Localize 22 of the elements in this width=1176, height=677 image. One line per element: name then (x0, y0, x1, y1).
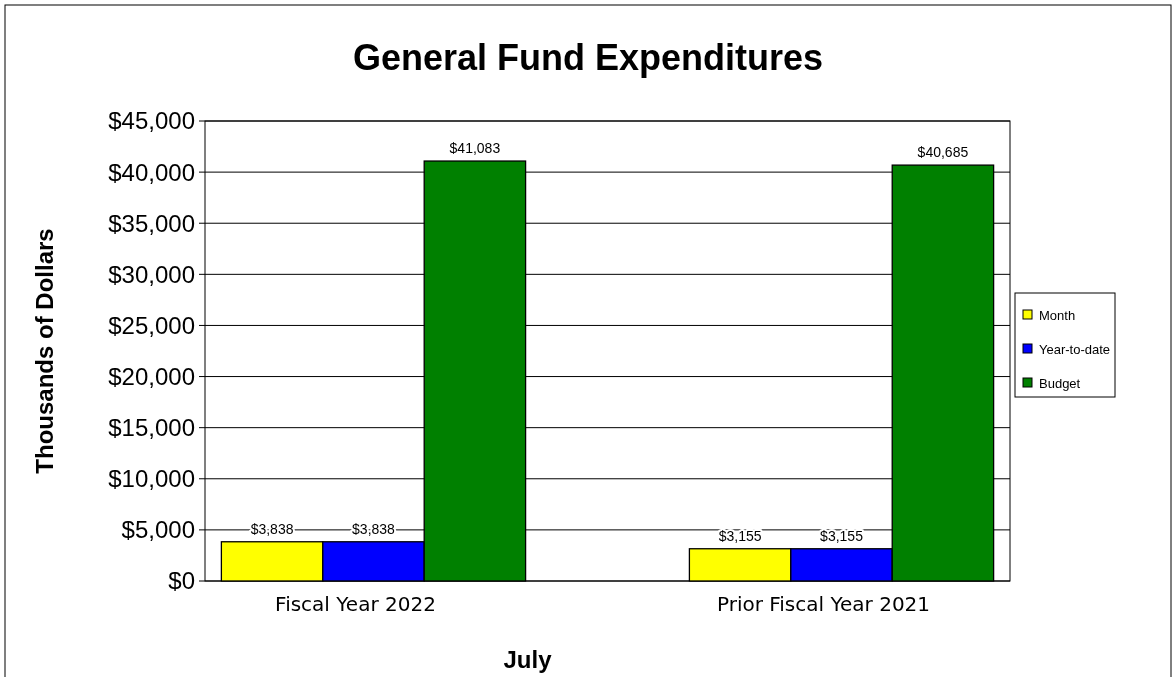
y-axis-title: Thousands of Dollars (31, 228, 58, 474)
legend-label: Year-to-date (1039, 341, 1111, 357)
y-tick-label: $10,000 (108, 465, 195, 493)
y-tick-label: $25,000 (108, 311, 195, 339)
y-tick-label: $15,000 (108, 414, 195, 442)
x-tick-label: Prior Fiscal Year 2021 (716, 592, 931, 616)
y-tick-label: $35,000 (108, 209, 195, 237)
y-tick-label: $5,000 (121, 516, 195, 544)
data-label: $40,685 (917, 144, 969, 161)
y-tick-label: $30,000 (108, 260, 195, 288)
data-label: $3,155 (718, 527, 762, 544)
x-axis-title: July (503, 646, 553, 673)
legend-label: Budget (1039, 375, 1081, 391)
legend-label: Month (1039, 307, 1076, 323)
y-tick-label: $20,000 (108, 362, 195, 390)
x-tick-label: Fiscal Year 2022 (275, 592, 436, 616)
chart-title: General Fund Expenditures (352, 37, 824, 78)
y-tick-label: $0 (168, 567, 195, 595)
y-tick-label: $40,000 (108, 158, 195, 186)
data-label: $41,083 (449, 140, 501, 157)
data-label: $3,155 (820, 527, 864, 544)
y-tick-label: $45,000 (108, 107, 195, 135)
